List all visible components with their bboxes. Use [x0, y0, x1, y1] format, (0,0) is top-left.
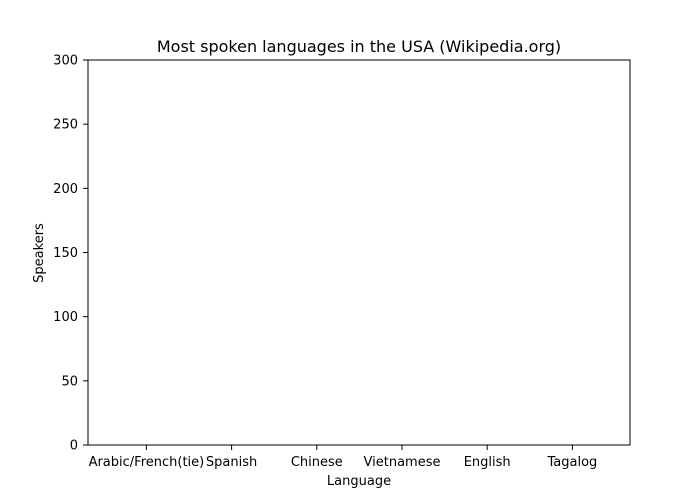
y-tick-label: 100	[53, 310, 78, 325]
y-axis-ticks: 0 50 100 150 200 250 300	[53, 54, 88, 454]
y-tick-label: 300	[53, 54, 78, 69]
y-tick-label: 250	[53, 118, 78, 133]
x-axis-ticks: Arabic/French(tie) Spanish Chinese Vietname…	[89, 445, 598, 470]
x-tick-label: Chinese	[291, 455, 343, 470]
y-tick-label: 200	[53, 182, 78, 197]
plot-area	[87, 59, 631, 446]
y-tick-label: 50	[61, 374, 78, 389]
y-axis-label: Speakers	[32, 223, 47, 283]
x-tick-label: Spanish	[206, 455, 257, 470]
x-axis-label: Language	[327, 474, 391, 489]
y-tick-label: 150	[53, 246, 78, 261]
chart-title: Most spoken languages in the USA (Wikipe…	[157, 37, 561, 56]
y-tick-label: 0	[70, 439, 78, 454]
x-tick-label: Tagalog	[547, 455, 598, 470]
x-tick-label: English	[464, 455, 511, 470]
x-tick-label: Vietnamese	[364, 455, 441, 470]
x-tick-label: Arabic/French(tie)	[89, 455, 205, 470]
